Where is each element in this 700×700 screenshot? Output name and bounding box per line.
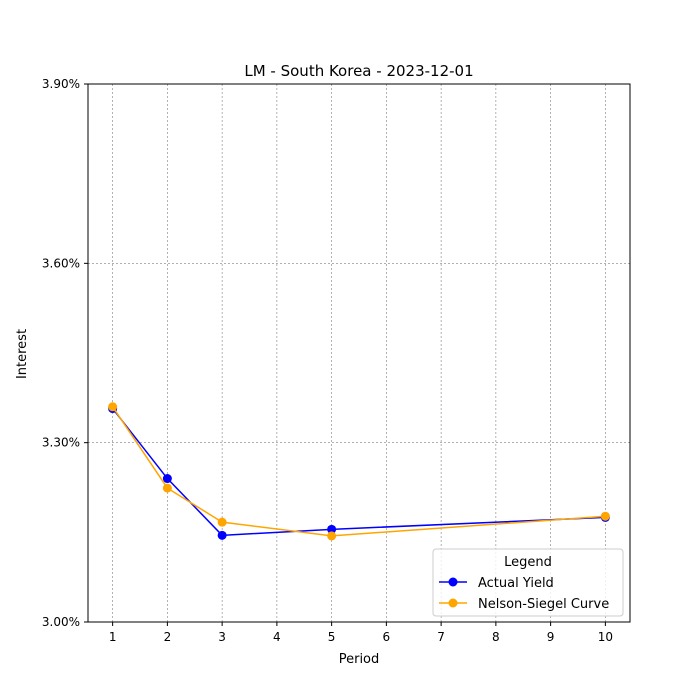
x-tick-label: 7 xyxy=(437,630,445,644)
legend-box xyxy=(432,548,624,617)
legend-entries: Actual Yield Nelson-Siegel Curve xyxy=(439,576,609,612)
y-axis: 3.00% 3.30% 3.60% 3.90% xyxy=(42,77,88,629)
x-tick-label: 5 xyxy=(328,630,336,644)
series-layer xyxy=(108,402,610,541)
x-tick-label: 8 xyxy=(492,630,500,644)
legend-label-0: Actual Yield xyxy=(478,576,554,591)
y-tick-label: 3.30% xyxy=(42,436,80,450)
legend: Legend Actual Yield Nelson-Siegel Curve xyxy=(432,548,624,617)
legend-swatch-marker-0 xyxy=(448,577,458,587)
x-axis: 1 2 3 4 5 6 7 8 9 10 xyxy=(109,622,613,644)
x-tick-label: 9 xyxy=(547,630,555,644)
data-point-1-0 xyxy=(108,402,118,412)
x-tick-label: 10 xyxy=(598,630,613,644)
x-axis-label: Period xyxy=(339,652,380,667)
x-tick-label: 6 xyxy=(383,630,391,644)
series-line-1 xyxy=(112,406,606,537)
x-tick-label: 4 xyxy=(273,630,281,644)
x-tick-label: 3 xyxy=(218,630,226,644)
data-point-1-3 xyxy=(327,531,337,541)
grid xyxy=(88,83,630,623)
y-tick-label: 3.90% xyxy=(42,77,80,91)
y-tick-label: 3.60% xyxy=(42,256,80,270)
data-point-0-3 xyxy=(327,524,337,534)
legend-swatch-marker-1 xyxy=(448,598,458,608)
plot-frame xyxy=(87,83,631,623)
series-line-0 xyxy=(112,408,606,537)
y-axis-label: Interest xyxy=(15,329,30,379)
x-tick-label: 1 xyxy=(109,630,117,644)
series-0 xyxy=(108,404,610,540)
data-point-1-4 xyxy=(600,511,610,521)
chart-title: LM - South Korea - 2023-12-01 xyxy=(244,62,473,80)
legend-label-1: Nelson-Siegel Curve xyxy=(478,597,609,612)
data-point-0-1 xyxy=(162,474,172,484)
data-point-1-1 xyxy=(162,483,172,493)
x-tick-label: 2 xyxy=(164,630,172,644)
data-point-0-2 xyxy=(217,530,227,540)
series-1 xyxy=(108,402,610,541)
y-tick-label: 3.00% xyxy=(42,615,80,629)
legend-title: Legend xyxy=(504,555,552,570)
data-point-1-2 xyxy=(217,517,227,527)
